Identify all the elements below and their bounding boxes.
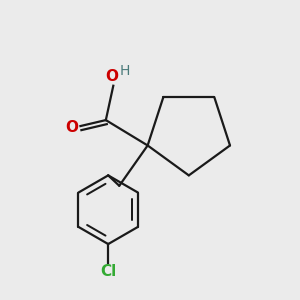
Text: O: O <box>105 69 118 84</box>
Text: O: O <box>66 120 79 135</box>
Text: H: H <box>119 64 130 78</box>
Text: Cl: Cl <box>100 264 116 279</box>
